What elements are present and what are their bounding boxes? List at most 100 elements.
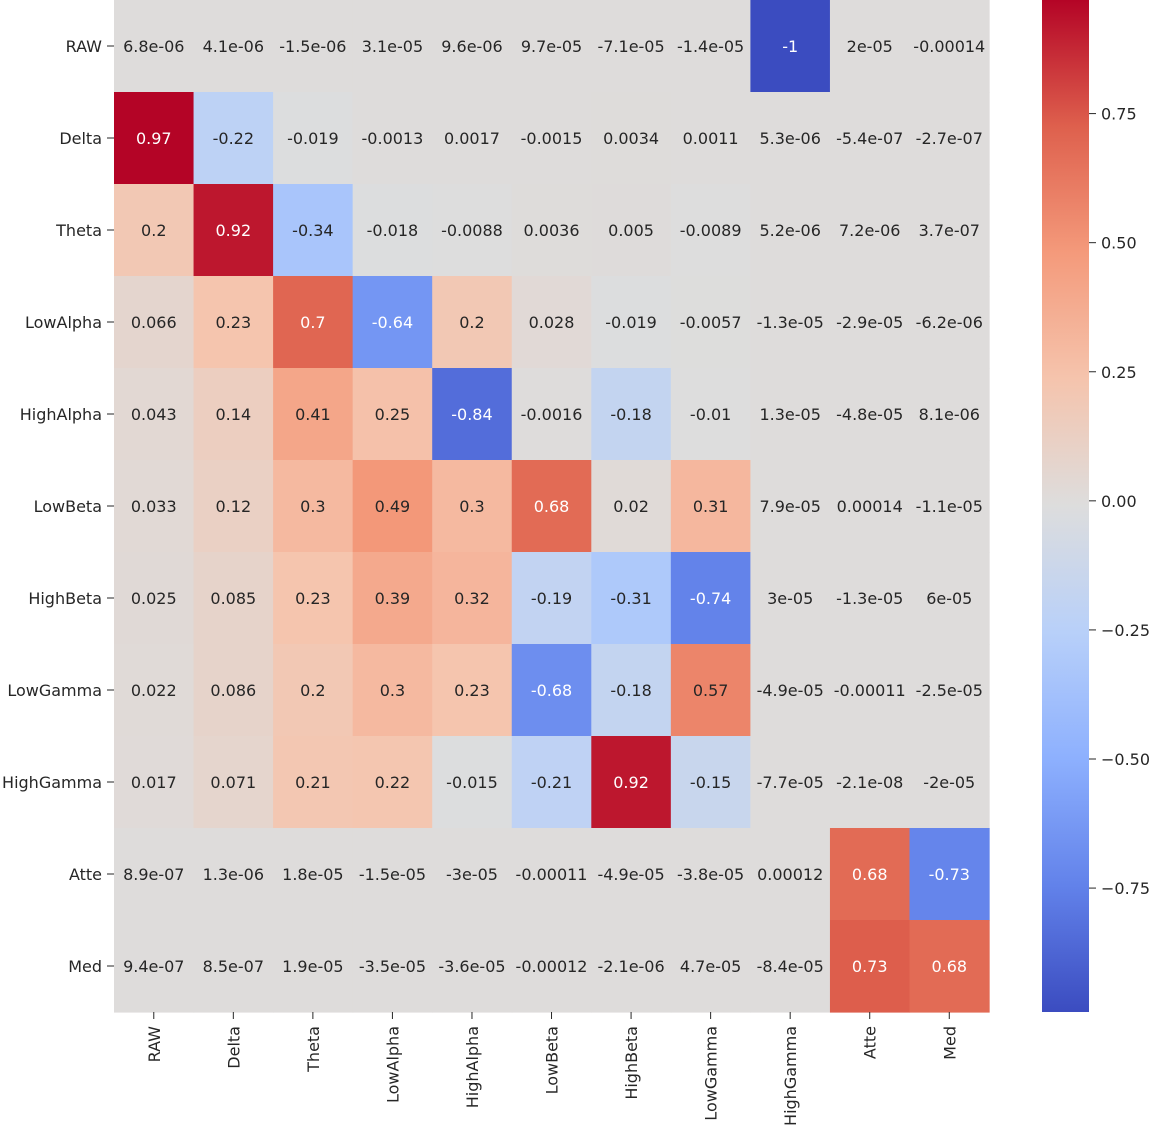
cell-value-label: 0.033 — [131, 497, 177, 516]
heatmap-cell — [670, 552, 751, 645]
cell-value-label: -2.9e-05 — [836, 313, 903, 332]
heatmap-cell — [591, 460, 672, 553]
heatmap-cell — [909, 644, 990, 737]
cell-value-label: -0.0015 — [521, 129, 583, 148]
heatmap-cell — [114, 920, 195, 1013]
cell-value-label: 3.7e-07 — [919, 221, 980, 240]
heatmap-cell — [273, 644, 354, 737]
cell-value-label: -0.18 — [610, 405, 651, 424]
heatmap-cell — [352, 368, 433, 461]
heatmap-cell — [511, 184, 592, 277]
colorbar — [1042, 0, 1089, 1012]
heatmap-cell — [193, 184, 274, 277]
cell-value-label: 5.3e-06 — [759, 129, 820, 148]
heatmap-cell — [511, 644, 592, 737]
cell-value-label: 9.7e-05 — [521, 37, 582, 56]
heatmap-cell — [273, 92, 354, 185]
heatmap-cell — [273, 552, 354, 645]
cell-value-label: 0.32 — [454, 589, 490, 608]
cell-value-label: 0.2 — [459, 313, 484, 332]
heatmap-cell — [432, 184, 513, 277]
cell-value-label: 0.23 — [454, 681, 490, 700]
heatmap-cell — [114, 460, 195, 553]
cell-value-label: -2e-05 — [923, 773, 975, 792]
heatmap-cell — [750, 644, 831, 737]
heatmap-cell — [750, 460, 831, 553]
cell-value-label: 0.49 — [375, 497, 411, 516]
heatmap-cell — [909, 184, 990, 277]
cell-value-label: -0.018 — [367, 221, 419, 240]
cell-value-label: -1.3e-05 — [757, 313, 824, 332]
cell-value-label: 0.005 — [608, 221, 654, 240]
cell-value-label: 9.4e-07 — [123, 957, 184, 976]
heatmap-cell — [273, 368, 354, 461]
cell-value-label: 0.00014 — [837, 497, 903, 516]
colorbar-tick-label: −0.75 — [1101, 879, 1149, 898]
x-tick-label: LowBeta — [543, 1026, 562, 1094]
heatmap-cell — [670, 92, 751, 185]
cell-value-label: 1.3e-06 — [203, 865, 264, 884]
cell-value-label: -0.0013 — [362, 129, 424, 148]
cell-value-label: 3.1e-05 — [362, 37, 423, 56]
heatmap-cell — [591, 644, 672, 737]
heatmap-cell — [670, 828, 751, 921]
cell-value-label: -0.73 — [929, 865, 970, 884]
heatmap-cell — [829, 460, 911, 553]
cell-value-label: 8.5e-07 — [203, 957, 264, 976]
cell-value-label: 0.2 — [300, 681, 325, 700]
colorbar-tick-label: 0.00 — [1101, 492, 1137, 511]
heatmap-cell — [670, 276, 751, 369]
heatmap-cell — [511, 460, 592, 553]
y-tick-label: Atte — [69, 865, 102, 884]
cell-value-label: 0.3 — [380, 681, 405, 700]
cell-value-label: -0.00011 — [834, 681, 906, 700]
colorbar-tick-label: −0.25 — [1101, 621, 1149, 640]
cell-value-label: 0.071 — [210, 773, 256, 792]
cell-value-label: 1.3e-05 — [759, 405, 820, 424]
heatmap-cell — [829, 552, 911, 645]
cell-value-label: -0.019 — [287, 129, 339, 148]
cell-value-label: 9.6e-06 — [441, 37, 502, 56]
heatmap-cell — [193, 276, 274, 369]
heatmap-cell — [352, 0, 433, 93]
cell-value-label: 0.0017 — [444, 129, 500, 148]
cell-value-label: -0.19 — [531, 589, 572, 608]
heatmap-cell — [352, 184, 433, 277]
cell-value-label: 0.68 — [534, 497, 570, 516]
heatmap-cell — [193, 92, 274, 185]
cell-value-label: 1.9e-05 — [282, 957, 343, 976]
x-tick-label: Med — [940, 1026, 959, 1060]
heatmap-cell — [829, 368, 911, 461]
heatmap-cell — [273, 460, 354, 553]
heatmap-cell — [909, 92, 990, 185]
cell-value-label: -1.4e-05 — [677, 37, 744, 56]
heatmap-cell — [114, 828, 195, 921]
heatmap-cell — [432, 368, 513, 461]
heatmap-cell — [591, 184, 672, 277]
cell-value-label: -0.00012 — [516, 957, 588, 976]
cell-value-label: -0.18 — [610, 681, 651, 700]
heatmap-cell — [829, 920, 911, 1013]
heatmap-cell — [750, 552, 831, 645]
heatmap-cell — [750, 184, 831, 277]
heatmap-cell — [591, 736, 672, 829]
heatmap-cell — [591, 0, 672, 93]
heatmap-cell — [193, 552, 274, 645]
cell-value-label: -1.5e-05 — [359, 865, 426, 884]
colorbar-axis: 0.75 0.50 0.25 0.00 −0.25 −0.50 −0.75 — [1089, 105, 1149, 898]
heatmap-cell — [432, 736, 513, 829]
cell-value-label: 0.14 — [216, 405, 252, 424]
cell-value-label: 0.7 — [300, 313, 325, 332]
heatmap-cell — [670, 644, 751, 737]
cell-value-label: 7.9e-05 — [759, 497, 820, 516]
cell-value-label: -0.01 — [690, 405, 731, 424]
heatmap-cell — [432, 828, 513, 921]
heatmap-cell — [432, 460, 513, 553]
heatmap-cell — [352, 460, 433, 553]
heatmap-cell — [511, 368, 592, 461]
heatmap-cell — [829, 736, 911, 829]
heatmap-cell — [511, 736, 592, 829]
cell-value-label: 0.0034 — [603, 129, 659, 148]
cell-value-label: -0.31 — [610, 589, 651, 608]
y-tick-label: Delta — [59, 129, 102, 148]
